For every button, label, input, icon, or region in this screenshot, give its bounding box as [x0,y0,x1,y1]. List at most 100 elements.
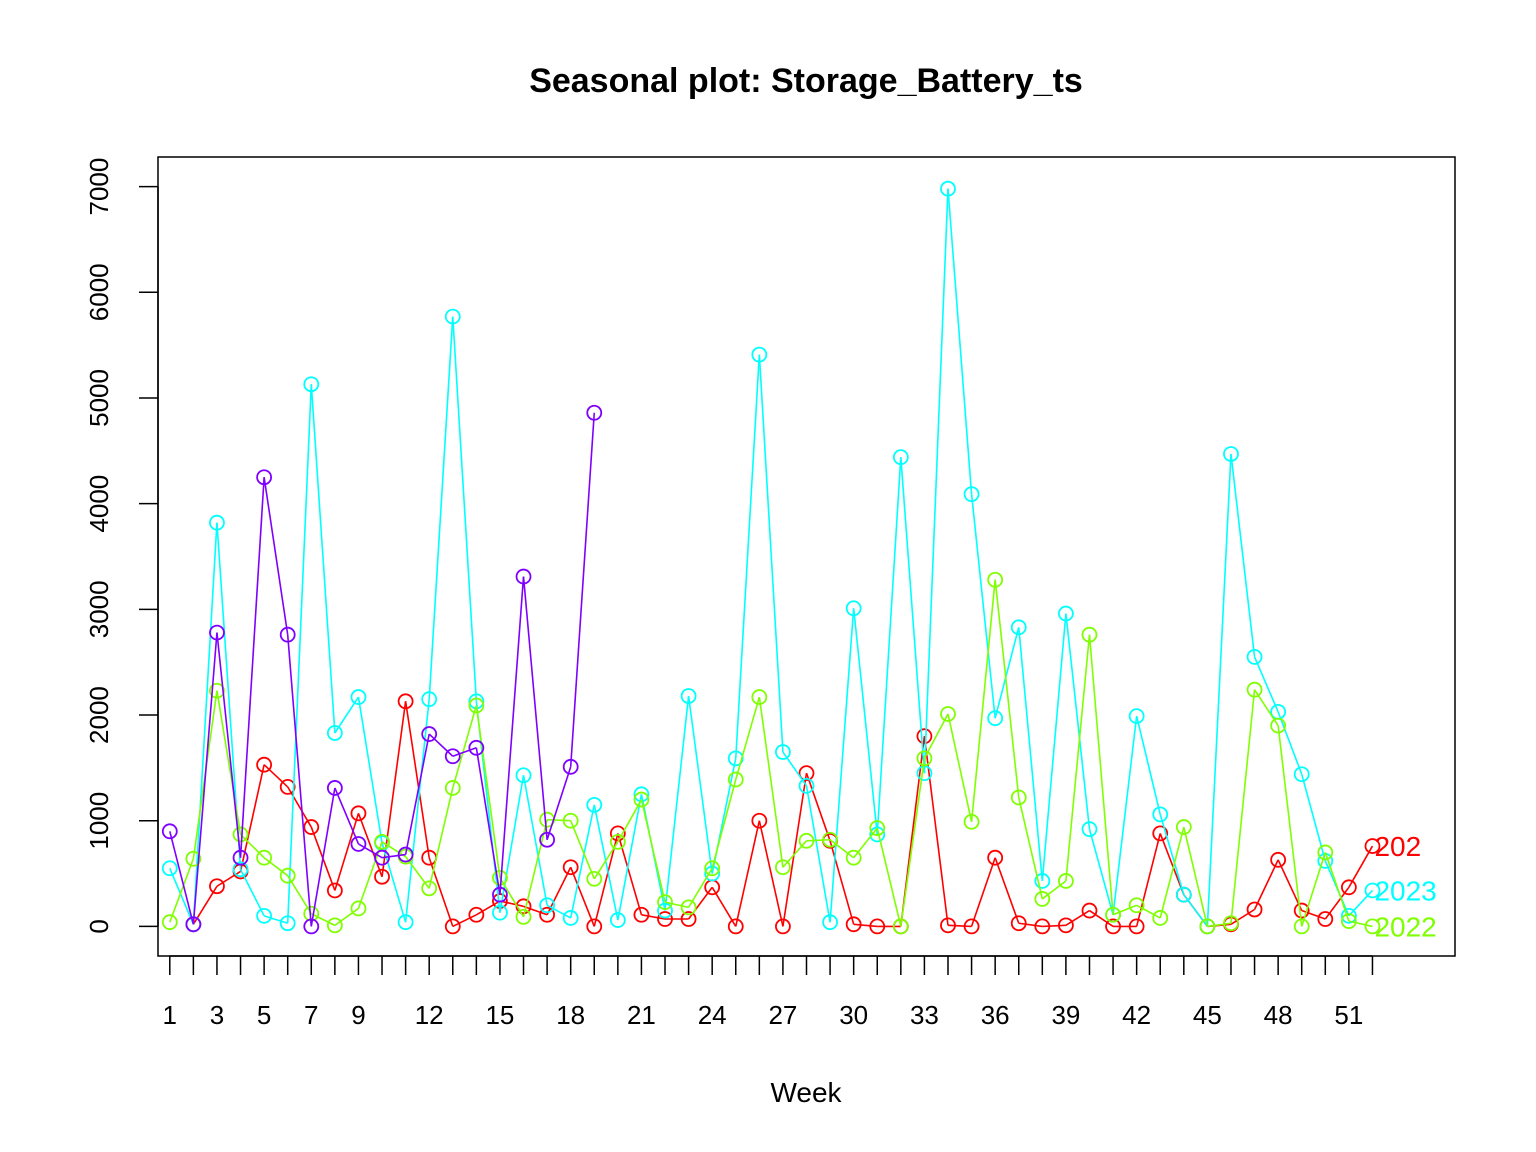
series-line-segment [263,477,289,635]
series-line-segment [428,316,454,700]
series-line-segment [428,733,454,757]
data-point [1364,918,1381,935]
x-tick-label: 48 [1264,1000,1293,1030]
data-point [1081,821,1098,838]
data-point [680,899,697,916]
data-point [680,688,697,704]
series-line-segment [758,696,784,868]
data-point [775,918,791,935]
series-line-segment [1041,613,1067,882]
data-point [727,918,744,935]
series-line-segment [923,188,949,774]
data-point [1340,879,1357,896]
x-tick-label: 42 [1122,1000,1151,1030]
series-line-segment [522,819,548,918]
data-point [256,907,273,924]
data-point [303,819,320,835]
data-point [633,906,650,923]
series-line-segment [1135,715,1162,815]
data-point [1293,902,1310,919]
data-point [869,826,886,843]
x-tick-label: 7 [304,1000,318,1030]
series-line-segment [829,608,855,923]
series-line-segment [334,907,359,927]
x-axis: 1 3 5 7 9 12 15 18 21 24 27 30 33 36 39 42 45 48 51 [163,955,1374,1030]
data-point [492,904,508,921]
series-line-segment [1159,826,1185,919]
series-line-segment [1277,859,1303,911]
series-line-segment [1277,725,1303,927]
data-point [1199,918,1216,935]
data-point [161,823,178,840]
series-line-segment [806,838,831,842]
x-tick-label: 27 [768,1000,797,1030]
data-point [1034,918,1051,935]
series-line-segment [617,799,643,843]
data-point [209,682,225,699]
data-point [397,693,414,710]
data-point [751,689,768,705]
series-line-segment [169,858,195,923]
data-point [374,849,390,866]
series-line-segment [829,840,855,925]
data-point [1175,819,1192,835]
data-point [279,778,296,795]
plot-frame [157,156,1456,957]
series-line-segment [1348,889,1374,917]
series-line-segment [357,696,383,844]
series-line-segment [475,705,501,878]
data-point [468,697,485,714]
data-point [1058,873,1074,889]
series-line-segment [547,818,571,822]
series-line-segment [1042,924,1066,928]
series-line-segment [334,813,360,891]
series-line-segment [381,842,407,923]
series-line-segment [805,785,831,923]
data-point [940,917,956,934]
series-line-segment [1065,909,1090,927]
data-point [869,820,886,837]
data-point [1152,806,1169,823]
x-tick-label: 51 [1334,1000,1363,1030]
data-point [209,878,225,895]
data-point [1105,906,1121,923]
series-line-segment [310,787,336,927]
series-line-segment [923,713,949,759]
series-line-segment [428,787,454,889]
data-point [963,813,980,830]
data-point [822,914,838,931]
series-line-segment [734,696,761,780]
series-line-segment [499,576,525,895]
data-point [1364,838,1381,854]
series-line-segment [829,839,855,859]
series-line-segment [664,901,689,909]
data-point [279,915,296,932]
series-line-segment [1018,922,1043,928]
series-line-segment [1017,797,1044,900]
data-point [916,750,933,767]
series-line-segment [216,632,242,858]
data-point [1152,825,1169,842]
data-point [633,791,650,808]
y-tick-label: 0 [84,919,114,933]
data-point [326,882,343,899]
series-line-segment [239,868,265,917]
series-end-label: 202 [1374,831,1421,862]
data-point [845,600,862,617]
data-point [1223,446,1239,462]
series-line-segment [1230,908,1255,925]
series-line-segment [900,758,926,927]
series-line-segment [310,384,336,734]
data-point [892,449,909,466]
data-point [1034,891,1051,907]
data-point [609,833,626,850]
data-point [1175,886,1192,903]
data-point [1034,873,1051,889]
series-line-segment [970,579,996,822]
series-line-segment [782,840,808,868]
data-point [1128,708,1145,724]
x-tick-label: 12 [415,1000,444,1030]
x-tick-label: 45 [1193,1000,1222,1030]
series-line-segment [994,579,1020,798]
data-point [279,867,296,884]
